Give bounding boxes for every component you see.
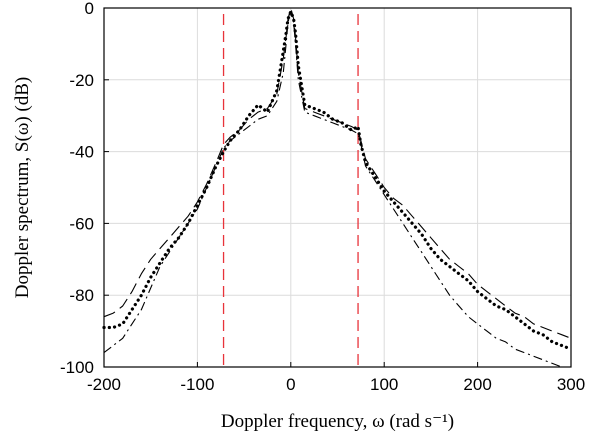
x-tick-labels: -200 -100 0 100 200 300 [87, 362, 585, 394]
grid [103, 7, 572, 368]
x-tick-label: 100 [370, 375, 398, 394]
y-tick-label: -40 [69, 143, 94, 162]
series-line-dotted [102, 10, 573, 351]
x-tick-label: 300 [557, 375, 585, 394]
y-tick-label: -100 [60, 358, 94, 377]
x-tick-label: -200 [87, 375, 121, 394]
reference-lines [222, 14, 359, 367]
x-tick-label: -100 [180, 375, 214, 394]
series-lines [102, 7, 573, 368]
plot-frame [103, 7, 572, 368]
y-tick-label: -80 [69, 286, 94, 305]
series-line-dash-dot [103, 11, 571, 368]
y-tick-label: -20 [69, 71, 94, 90]
y-axis-label: Doppler spectrum, S(ω) (dB) [12, 77, 33, 298]
series-line-dashed [103, 7, 572, 339]
x-axis-label: Doppler frequency, ω (rad s⁻¹) [221, 411, 454, 432]
y-tick-label: 0 [85, 0, 94, 18]
x-tick-label: 200 [463, 375, 491, 394]
y-tick-label: -60 [69, 214, 94, 233]
x-tick-label: 0 [286, 375, 295, 394]
y-tick-labels: 0 -20 -40 -60 -80 -100 [60, 0, 109, 377]
